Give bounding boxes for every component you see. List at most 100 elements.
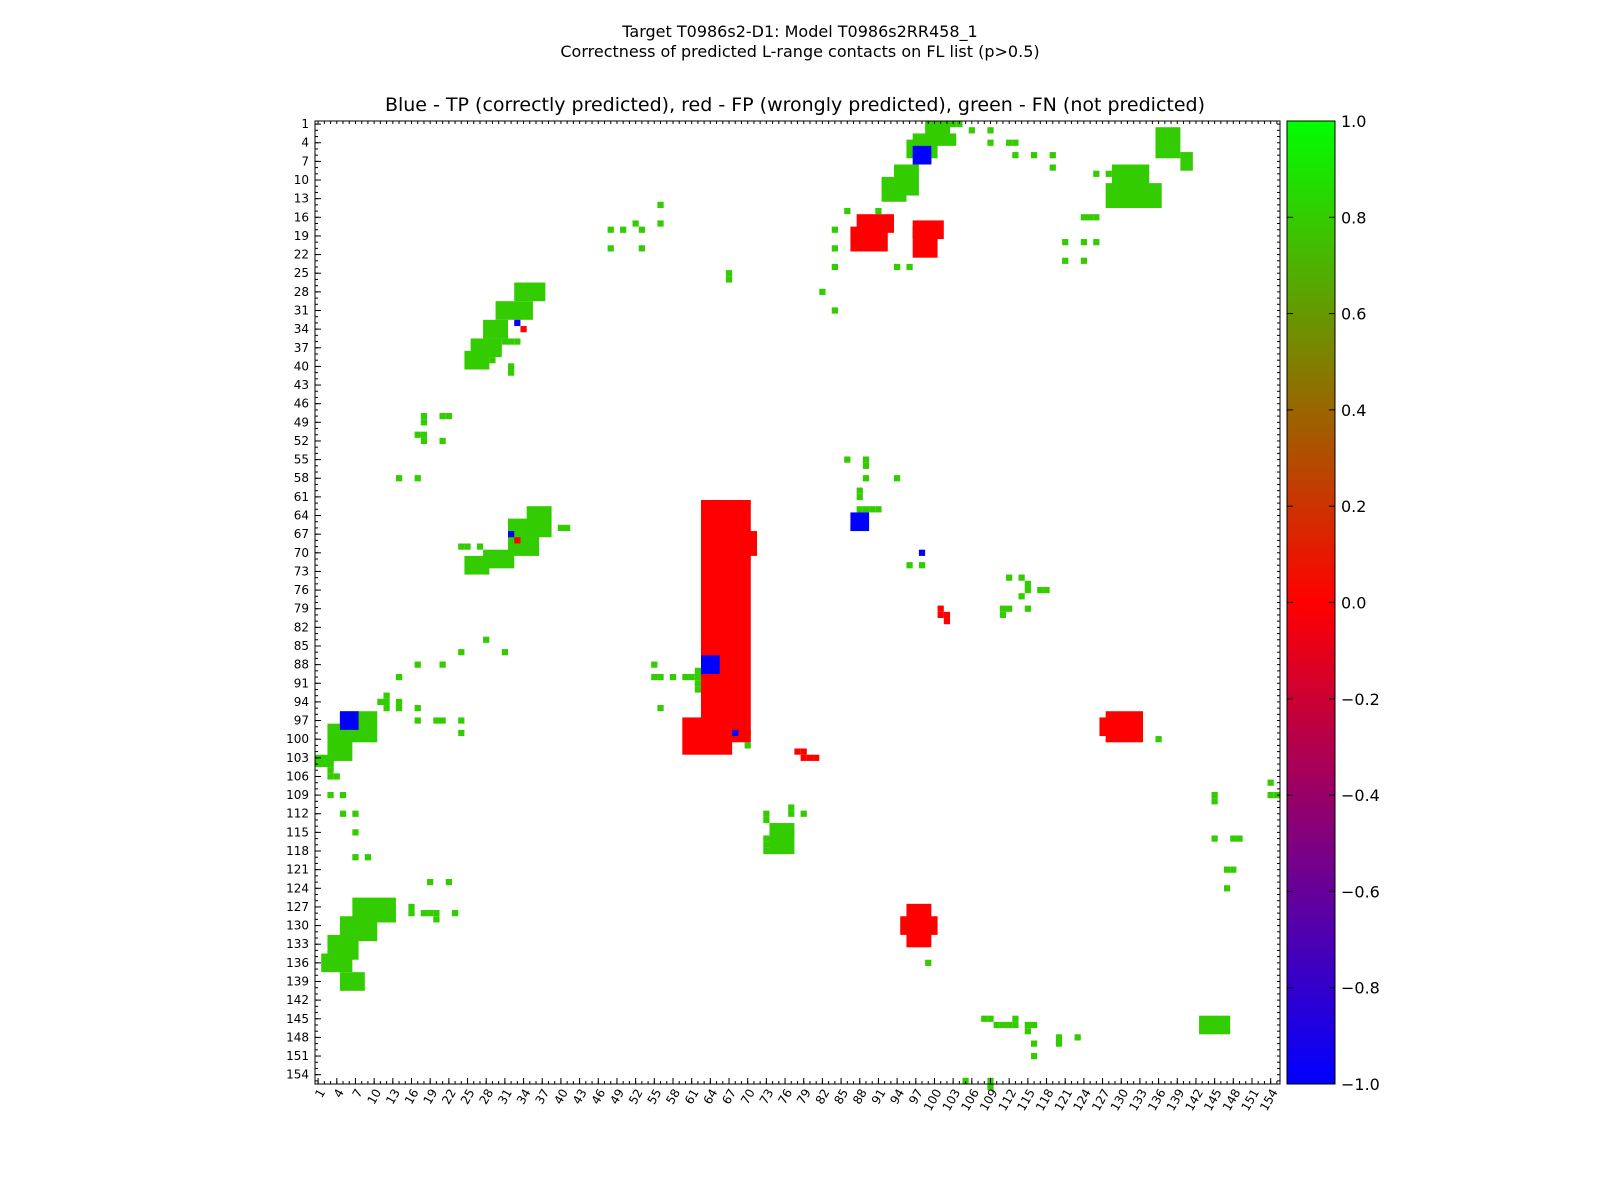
- fn-contact: [495, 344, 502, 351]
- fn-contact: [508, 369, 515, 376]
- fn-contact: [420, 910, 428, 917]
- x-tick-label: 43: [570, 1087, 590, 1107]
- y-tick-label: 145: [286, 1012, 309, 1026]
- y-tick-label: 103: [286, 751, 309, 765]
- fn-contact: [433, 916, 440, 923]
- fn-contact: [458, 717, 465, 724]
- y-tick-label: 136: [286, 956, 309, 970]
- fn-contact: [327, 767, 334, 774]
- fn-contact: [831, 307, 838, 314]
- y-tick-label: 115: [286, 825, 309, 839]
- x-tick-label: 67: [719, 1087, 739, 1107]
- fn-contact: [869, 506, 876, 513]
- fn-contact: [433, 717, 440, 724]
- colorbar: 1.0 0.8 0.6 0.4 0.2 0.0 −0.2 −0.4 −0.6 −0.8 −1.0: [1286, 112, 1380, 1094]
- x-tick-label: 22: [439, 1087, 459, 1107]
- fn-contact: [1030, 152, 1038, 159]
- y-tick-label: 121: [286, 863, 309, 877]
- y-tick-label: 109: [286, 788, 309, 802]
- x-tick-label: 151: [1238, 1087, 1262, 1114]
- fn-contact: [651, 661, 658, 668]
- fn-contact: [377, 698, 384, 706]
- y-tick-label: 31: [294, 303, 309, 317]
- fn-contact: [408, 910, 415, 917]
- x-tick-label: 115: [1014, 1087, 1038, 1114]
- fn-contact: [458, 543, 465, 550]
- fp-contact: [800, 748, 807, 755]
- fn-contact: [1006, 605, 1013, 612]
- x-tick-label: 13: [383, 1087, 403, 1107]
- x-tick-label: 100: [921, 1087, 945, 1114]
- y-tick-label: 10: [294, 173, 309, 187]
- fn-contact: [856, 487, 863, 494]
- fn-contact: [501, 338, 508, 345]
- fn-contact: [414, 431, 421, 438]
- fn-contact-block: [1199, 1015, 1231, 1035]
- contact-cells: [315, 121, 1280, 1091]
- fn-contact: [763, 835, 770, 842]
- fn-contact: [1018, 593, 1025, 600]
- fn-contact: [981, 1015, 988, 1022]
- figure-title: Target T0986s2-D1: Model T0986s2RR458_1 …: [0, 22, 1600, 62]
- colorbar-tick-label: −0.2: [1341, 690, 1380, 709]
- fn-contact: [395, 475, 403, 482]
- y-tick-label: 118: [286, 844, 309, 858]
- fn-contact: [1267, 791, 1274, 799]
- fn-contact: [769, 847, 776, 855]
- x-tick-label: 7: [350, 1087, 366, 1101]
- fn-contact: [844, 207, 851, 215]
- fn-contact: [451, 910, 459, 917]
- x-tick-label: 118: [1033, 1087, 1057, 1114]
- x-tick-label: 37: [533, 1087, 553, 1107]
- fn-contact: [1030, 1021, 1038, 1029]
- fn-contact-block: [1180, 152, 1193, 171]
- y-tick-label: 28: [294, 285, 309, 299]
- fn-contact: [1211, 835, 1218, 842]
- y-tick-label: 37: [294, 341, 309, 355]
- y-tick-label: 25: [294, 266, 309, 280]
- y-tick-label: 34: [294, 322, 309, 336]
- fn-contact: [987, 127, 994, 134]
- fn-contact: [1049, 152, 1056, 159]
- y-tick-label: 70: [294, 546, 309, 560]
- fn-contact: [1018, 574, 1025, 581]
- fn-contact: [831, 245, 838, 252]
- tp-contact-block: [912, 145, 932, 165]
- colorbar-tick-label: 0.8: [1341, 208, 1366, 227]
- fn-contact: [819, 288, 826, 295]
- fn-contact: [427, 910, 434, 917]
- fn-contact: [987, 1015, 994, 1022]
- x-tick-label: 40: [551, 1087, 571, 1107]
- x-tick-label: 31: [495, 1087, 515, 1107]
- y-tick-label: 61: [294, 490, 309, 504]
- fn-contact: [508, 338, 515, 345]
- y-tick-label: 82: [294, 620, 309, 634]
- x-tick-label: 133: [1126, 1087, 1150, 1114]
- x-tick-label: 121: [1052, 1087, 1076, 1114]
- fn-contact: [925, 959, 932, 966]
- colorbar-tick-label: 0.0: [1341, 594, 1366, 613]
- x-tick-label: 103: [940, 1087, 964, 1114]
- y-tick-label: 106: [286, 769, 309, 783]
- fn-contact: [1267, 779, 1274, 786]
- fn-contact: [1230, 835, 1237, 842]
- y-tick-label: 79: [294, 602, 309, 616]
- fn-contact-block: [321, 953, 353, 973]
- fn-contact: [763, 816, 770, 824]
- y-tick-label: 154: [286, 1068, 309, 1082]
- fn-contact: [420, 437, 428, 445]
- fn-contact: [339, 810, 347, 817]
- fn-contact-block: [514, 282, 546, 302]
- x-tick-label: 34: [514, 1087, 534, 1107]
- fn-contact: [781, 829, 789, 836]
- fn-contact: [364, 854, 372, 861]
- fn-contact: [632, 220, 639, 227]
- fn-contact: [831, 226, 838, 233]
- fn-contact: [483, 636, 490, 643]
- fn-contact: [1155, 736, 1162, 743]
- fn-contact: [514, 338, 521, 345]
- x-tick-label: 112: [996, 1087, 1020, 1114]
- y-tick-label: 13: [294, 192, 309, 206]
- fn-contact: [1024, 605, 1031, 612]
